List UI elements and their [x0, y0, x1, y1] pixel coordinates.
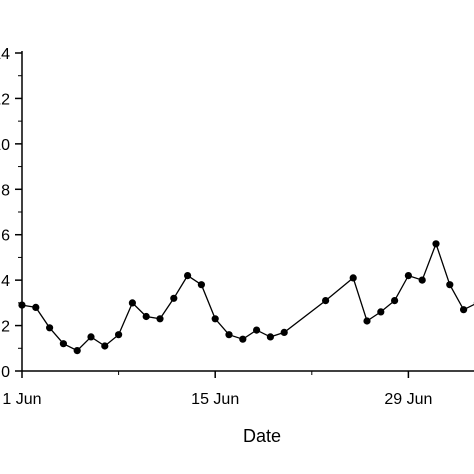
data-point: [322, 297, 330, 305]
data-point: [156, 315, 164, 323]
data-point: [460, 306, 468, 314]
data-point: [128, 299, 136, 307]
data-point: [253, 326, 261, 334]
x-tick-label: 15 Jun: [191, 391, 239, 408]
series-line: [21, 241, 474, 352]
y-tick-label: 6: [1, 228, 10, 245]
data-point: [266, 333, 274, 341]
y-tick-label: 14: [0, 46, 10, 63]
data-point: [280, 328, 288, 336]
data-point: [59, 340, 67, 348]
y-tick-label: 2: [1, 319, 10, 336]
series-layer: [18, 240, 474, 355]
data-point: [46, 324, 54, 332]
data-point: [404, 272, 412, 280]
data-point: [446, 281, 454, 289]
data-point: [184, 272, 192, 280]
data-point: [115, 331, 123, 339]
x-tick-label: 29 Jun: [384, 391, 432, 408]
data-point: [225, 331, 233, 339]
data-point: [363, 317, 371, 325]
data-point: [432, 240, 440, 248]
y-tick-label: 8: [1, 182, 10, 199]
x-tick-label: 1 Jun: [2, 391, 41, 408]
y-tick-label: 0: [1, 364, 10, 381]
y-tick-label: 10: [0, 137, 10, 154]
data-point: [142, 312, 150, 321]
data-point: [349, 274, 357, 282]
data-point: [170, 294, 178, 302]
data-point: [18, 301, 26, 309]
data-point: [73, 347, 81, 355]
data-point: [239, 335, 247, 343]
y-tick-label: 4: [1, 273, 10, 290]
data-point: [87, 333, 95, 341]
y-axis: 0 2 4 6 8 10 12 14: [0, 46, 23, 381]
data-point: [377, 308, 385, 316]
data-point: [211, 315, 219, 323]
y-tick-label: 12: [0, 91, 10, 108]
data-point: [418, 276, 426, 284]
x-axis-label: Date: [243, 426, 281, 446]
data-point: [197, 281, 205, 289]
data-point: [32, 303, 40, 311]
data-point: [101, 342, 109, 350]
data-point: [391, 297, 399, 305]
